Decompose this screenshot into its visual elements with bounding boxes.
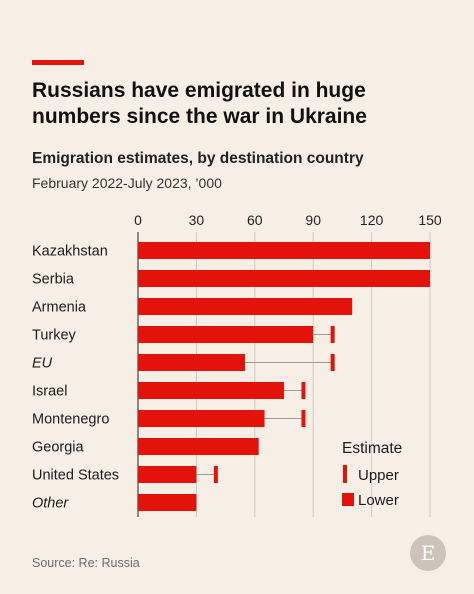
bar-lower <box>138 466 197 483</box>
x-tick-label: 150 <box>418 212 442 228</box>
bar-lower <box>138 270 430 287</box>
source-note: Source: Re: Russia <box>32 556 140 570</box>
chart-title: Russians have emigrated in huge numbers … <box>32 79 367 128</box>
bar-lower <box>138 354 246 371</box>
chart-subsubtitle: February 2022-July 2023, ’000 <box>32 175 222 191</box>
bar-lower <box>138 298 353 315</box>
category-label: Turkey <box>32 328 77 344</box>
bar-lower <box>138 438 259 455</box>
bar-lower <box>138 382 284 399</box>
accent-bar <box>32 60 84 65</box>
legend-lower-label: Lower <box>358 492 399 509</box>
upper-marker <box>301 410 306 427</box>
chart-subtitle: Emigration estimates, by destination cou… <box>32 150 364 167</box>
category-label: Armenia <box>32 300 87 316</box>
bar-lower <box>138 494 197 511</box>
bar-lower <box>138 410 265 427</box>
bar-lower <box>138 242 430 259</box>
legend-upper-label: Upper <box>358 467 399 484</box>
x-tick-label: 60 <box>247 212 263 228</box>
upper-marker <box>213 466 218 483</box>
x-tick-label: 90 <box>305 212 321 228</box>
legend-upper-swatch <box>343 465 347 483</box>
category-label: United States <box>32 468 119 484</box>
bar-lower <box>138 326 314 343</box>
upper-marker <box>301 382 306 399</box>
x-tick-label: 30 <box>189 212 205 228</box>
upper-marker <box>330 354 335 371</box>
category-label: Serbia <box>32 272 75 288</box>
upper-marker <box>330 326 335 343</box>
legend-title: Estimate <box>342 440 402 457</box>
category-label: Israel <box>32 384 67 400</box>
x-tick-label: 120 <box>360 212 384 228</box>
category-label: Georgia <box>32 440 85 456</box>
category-label: Kazakhstan <box>32 244 108 260</box>
category-label: Montenegro <box>32 412 109 428</box>
bar-chart: 0 30 60 90 120 150 Kazakhstan Serbia Armenia Turk… <box>32 212 442 517</box>
legend-lower-swatch <box>342 493 354 506</box>
x-tick-label: 0 <box>134 212 142 228</box>
category-label: Other <box>32 496 69 512</box>
economist-logo-icon: E <box>410 535 446 571</box>
category-label: EU <box>32 356 53 372</box>
